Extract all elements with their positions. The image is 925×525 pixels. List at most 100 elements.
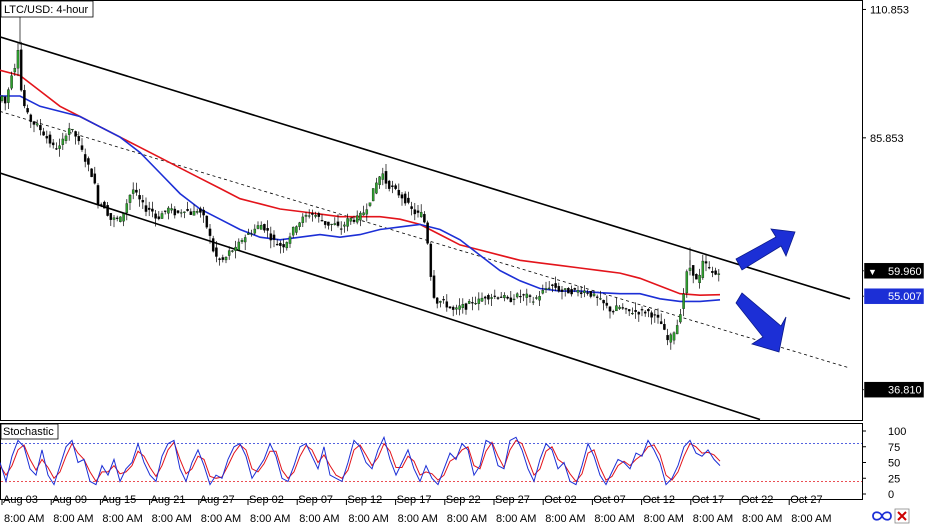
candle-body — [179, 212, 183, 214]
candle-body — [71, 128, 74, 131]
candle-body — [298, 222, 301, 227]
candle-body — [403, 193, 407, 204]
candle-body — [563, 288, 567, 290]
price-panel: 110.853 85.853 ▼ 59.960 55.007 36.810 LTC/USD… — [0, 0, 925, 421]
candle-body — [531, 301, 535, 303]
candle-body — [237, 241, 241, 251]
candle-body — [602, 299, 605, 304]
candle-body — [579, 292, 583, 295]
candle-body — [400, 194, 404, 199]
candle-body — [10, 75, 13, 89]
candle-body — [432, 275, 436, 298]
candle-body — [339, 228, 343, 230]
candle-body — [663, 324, 666, 330]
time-tick-time: 8:00 AM — [791, 513, 831, 525]
candle-body — [695, 274, 698, 280]
candle-body — [586, 292, 589, 294]
candle-body — [112, 217, 116, 220]
time-tick-time: 8:00 AM — [53, 513, 93, 525]
stochastic-title: Stochastic — [3, 426, 54, 438]
candle-body — [362, 212, 365, 216]
candle-body — [509, 297, 513, 303]
candle-body — [64, 135, 68, 141]
candle-body — [707, 267, 711, 269]
candle-body — [272, 234, 276, 240]
candle-body — [381, 173, 385, 180]
candle-body — [67, 128, 71, 135]
candle-body — [128, 194, 132, 203]
candle-body — [93, 173, 97, 184]
time-tick-date: Aug 03 — [3, 494, 38, 506]
candle-body — [368, 202, 372, 206]
candle-body — [96, 185, 100, 205]
candle-body — [608, 306, 612, 312]
close-icon[interactable] — [894, 508, 910, 524]
candle-body — [80, 145, 84, 150]
candle-body — [541, 290, 545, 294]
candle-body — [301, 216, 305, 223]
time-tick-time: 8:00 AM — [742, 513, 782, 525]
candle-body — [624, 308, 628, 310]
candle-body — [352, 219, 356, 222]
candle-body — [643, 311, 647, 314]
candle-body — [659, 321, 663, 325]
candle-body — [371, 188, 375, 202]
candle-body — [83, 154, 87, 162]
forecast-arrows — [735, 228, 796, 353]
candle-body — [189, 211, 193, 215]
candle-body — [29, 114, 33, 122]
candle-body — [528, 295, 532, 297]
channel-upper-line — [0, 36, 851, 300]
candle-body — [135, 189, 138, 193]
candle-body — [119, 216, 122, 222]
candle-body — [160, 213, 164, 219]
time-tick-time: 8:00 AM — [102, 513, 142, 525]
candle-body — [391, 185, 394, 187]
candle-body — [359, 212, 362, 221]
candle-body — [685, 271, 689, 294]
candle-body — [320, 220, 324, 222]
candle-body — [397, 189, 401, 196]
candle-body — [407, 197, 410, 203]
candle-body — [285, 242, 289, 249]
time-tick-date: Oct 12 — [643, 494, 675, 506]
candle-body — [483, 296, 487, 299]
candle-body — [573, 288, 577, 290]
infinity-logo-icon — [872, 511, 892, 521]
time-tick-date: Oct 22 — [741, 494, 773, 506]
candle-body — [231, 250, 234, 252]
candle-body — [583, 290, 586, 293]
candle-body — [547, 287, 551, 289]
arrow-up-icon — [735, 228, 796, 271]
time-tick-date: Sep 22 — [446, 494, 481, 506]
candle-body — [535, 297, 538, 299]
candle-body — [544, 288, 548, 290]
stochastic-d-line — [0, 439, 721, 483]
candle-body — [35, 123, 39, 126]
time-tick-date: Oct 02 — [544, 494, 576, 506]
candle-body — [435, 297, 439, 304]
candle-body — [394, 185, 397, 189]
candle-body — [144, 205, 148, 212]
candle-body — [170, 208, 173, 211]
channel-middle-line — [0, 111, 851, 369]
candle-body — [515, 293, 519, 298]
candle-body — [221, 257, 225, 260]
price-candles — [0, 8, 721, 350]
candle-body — [637, 311, 641, 315]
time-tick-date: Sep 27 — [495, 494, 530, 506]
candle-body — [448, 306, 452, 309]
candle-body — [125, 203, 129, 213]
candle-body — [208, 228, 212, 236]
candle-body — [669, 334, 673, 343]
candle-body — [675, 325, 679, 335]
candle-body — [317, 213, 321, 217]
candle-body — [87, 158, 90, 165]
candle-body — [32, 121, 36, 125]
candle-body — [618, 306, 621, 309]
candle-body — [138, 195, 141, 200]
candle-body — [256, 225, 260, 229]
candle-body — [247, 233, 250, 235]
candle-body — [493, 295, 497, 297]
candle-body — [311, 213, 314, 215]
